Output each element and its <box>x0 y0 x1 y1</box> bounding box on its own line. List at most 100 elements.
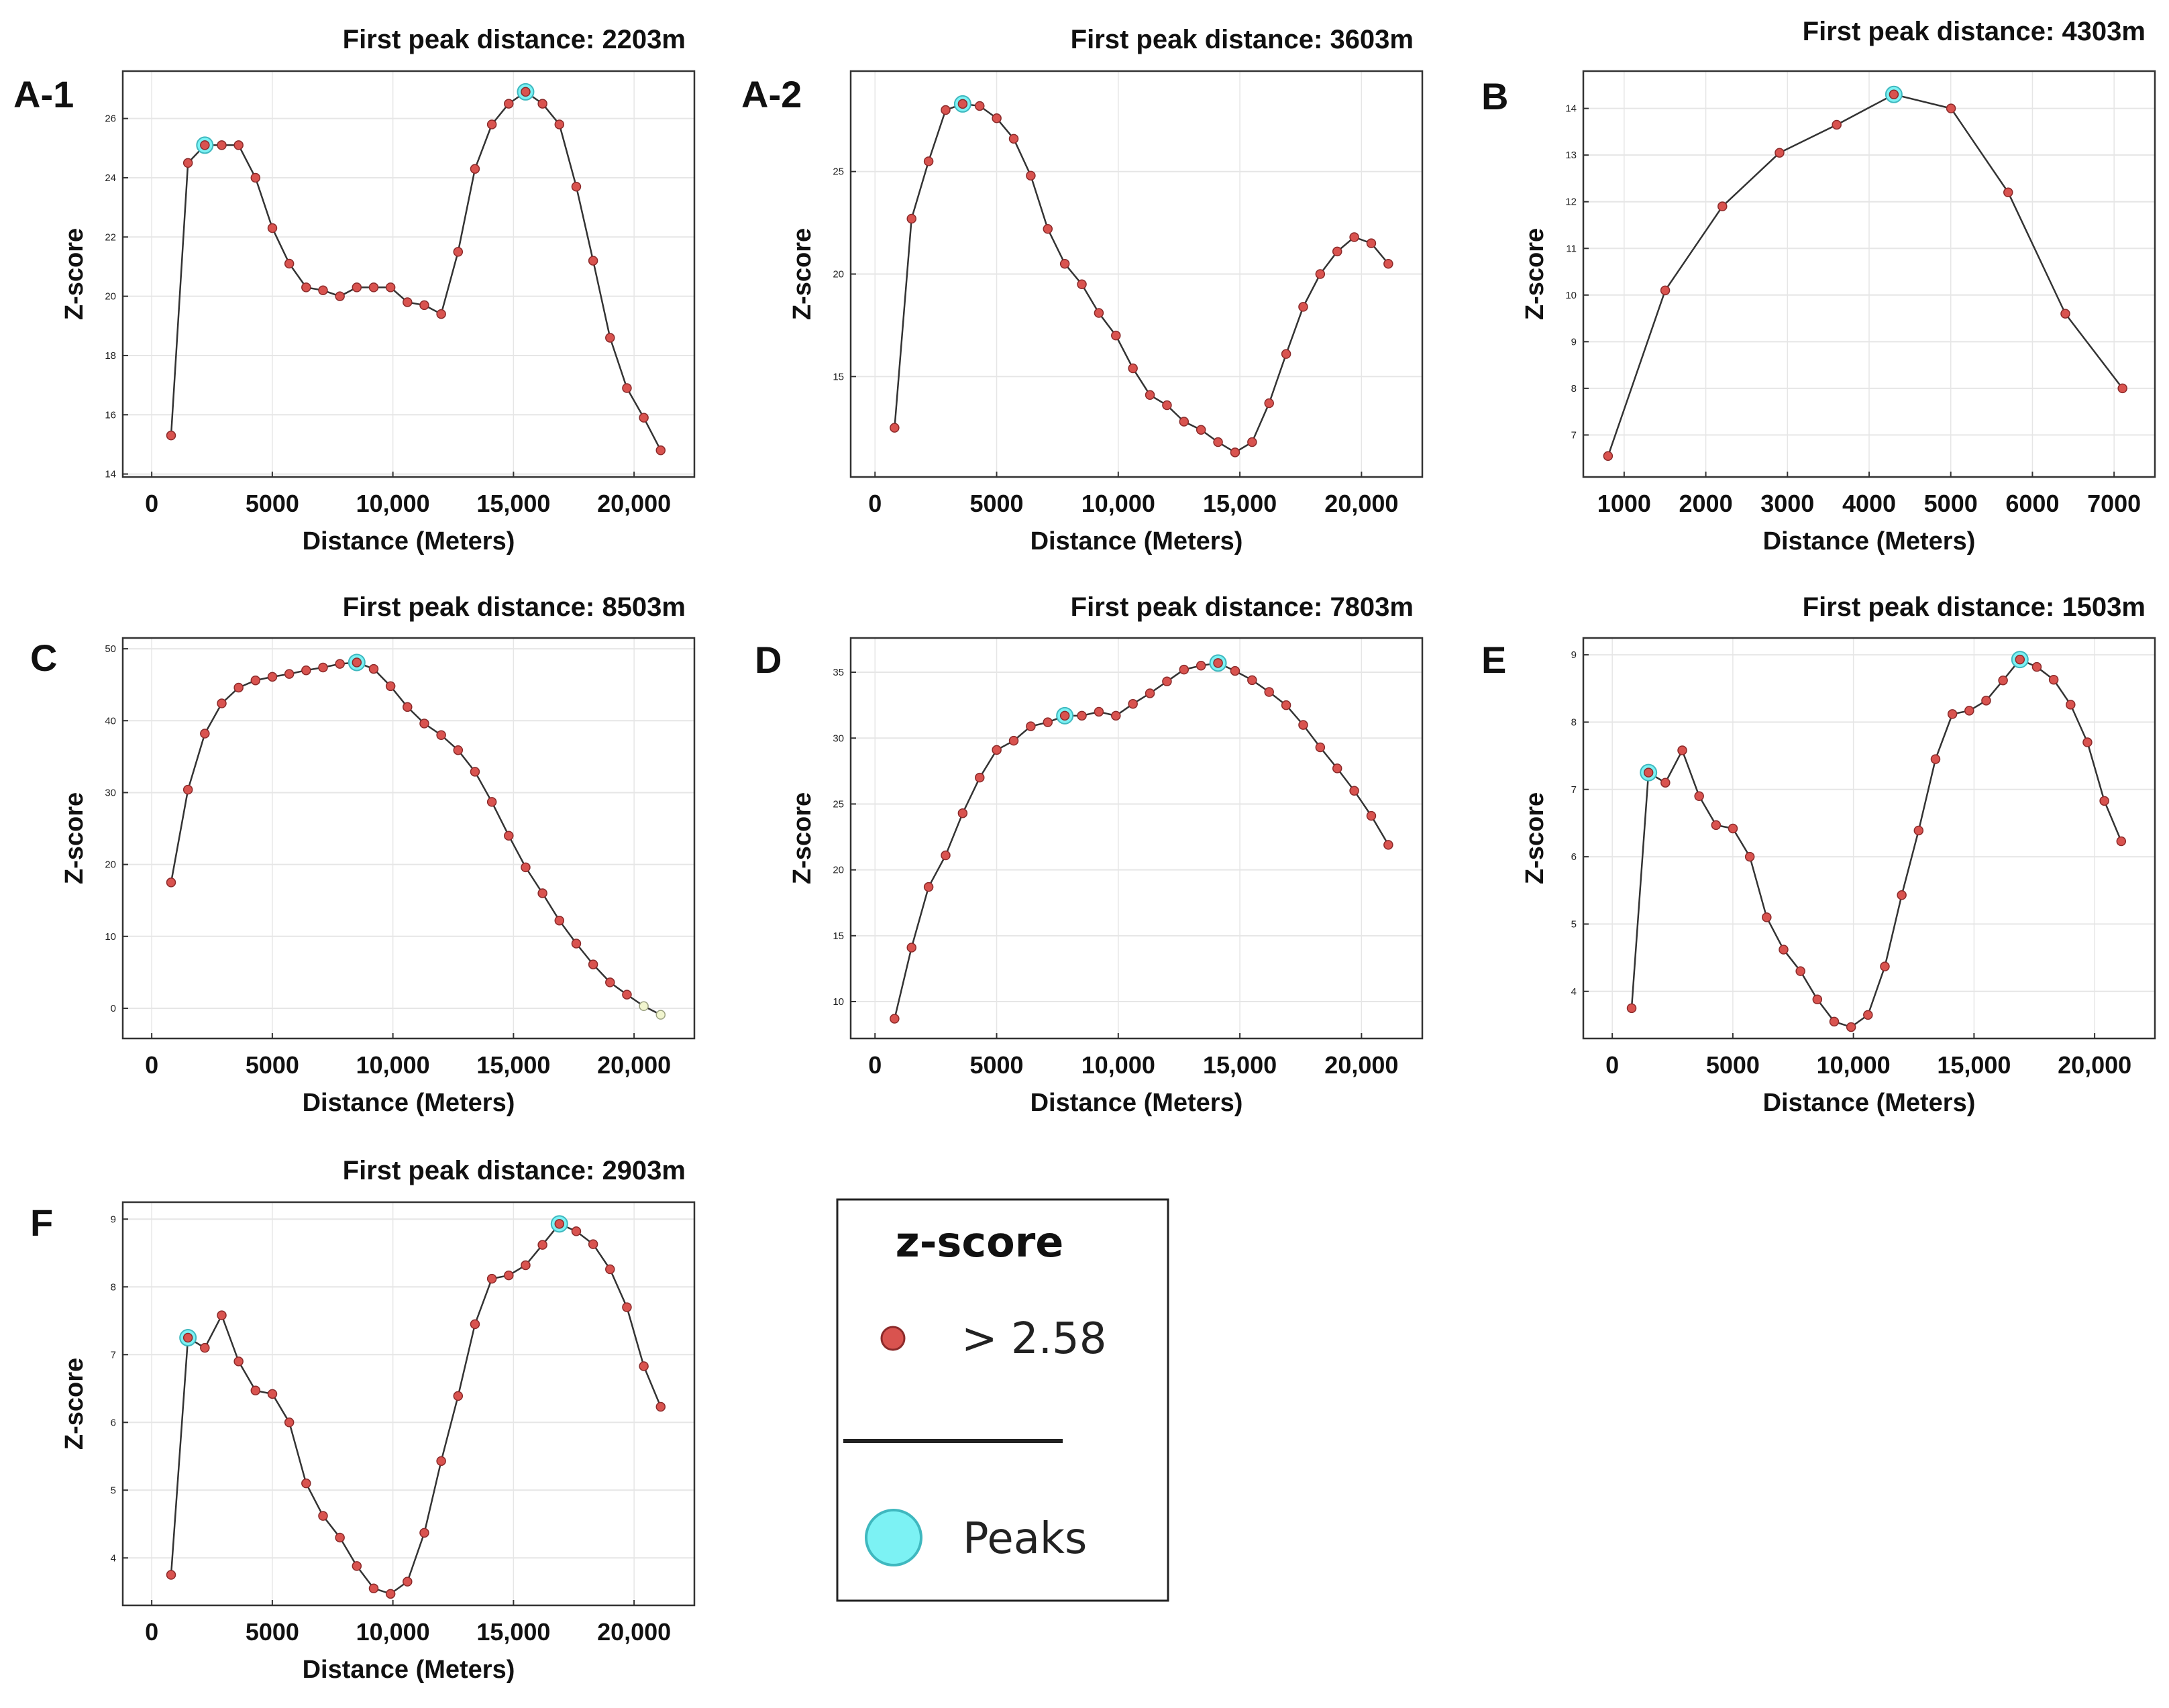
y-axis-label: Z-score <box>60 792 89 884</box>
y-axis-label: Z-score <box>60 228 89 320</box>
data-point <box>571 181 582 192</box>
data-point <box>1213 658 1223 668</box>
data-point <box>537 99 547 109</box>
panel-label: E <box>1481 639 1506 681</box>
data-point <box>2066 700 2076 710</box>
data-point <box>250 172 261 183</box>
data-point <box>301 1478 311 1489</box>
data-point <box>352 657 362 668</box>
data-point <box>941 850 951 861</box>
data-point <box>1332 246 1342 257</box>
data-point <box>470 1319 480 1330</box>
data-point <box>403 297 413 307</box>
data-point <box>537 1240 547 1250</box>
y-tick-label: 18 <box>105 350 116 362</box>
data-point <box>1897 890 1907 900</box>
data-point <box>1744 851 1755 862</box>
data-point <box>1863 1010 1873 1020</box>
x-tick-label: 0 <box>145 1618 158 1646</box>
data-point <box>1947 709 1958 719</box>
y-tick-label: 20 <box>105 291 116 303</box>
data-point <box>1964 706 1974 716</box>
panel-title: First peak distance: 2203m <box>343 25 686 54</box>
data-point <box>992 113 1002 123</box>
data-point <box>403 702 413 712</box>
data-point <box>1179 417 1189 427</box>
x-axis-label: Distance (Meters) <box>1030 1089 1243 1117</box>
x-tick-label: 15,000 <box>1203 490 1277 517</box>
y-axis-label: Z-score <box>1521 228 1549 320</box>
panel-f: 4 5 6 7 8 9 0 5000 10,000 15,000 20,000 Distance (M… <box>30 1156 696 1684</box>
panel-label: A-2 <box>741 73 802 115</box>
data-point <box>217 698 227 708</box>
data-point <box>436 309 446 319</box>
data-point <box>2015 654 2025 665</box>
x-tick-label: 20,000 <box>2058 1051 2131 1079</box>
data-point <box>1111 330 1121 341</box>
y-tick-label: 10 <box>105 931 116 943</box>
data-point <box>1832 119 1842 130</box>
data-point <box>1383 258 1393 269</box>
y-tick-label: 22 <box>105 231 116 243</box>
x-tick-label: 10,000 <box>1081 1051 1155 1079</box>
data-point <box>537 888 547 898</box>
panel-label: D <box>755 639 782 681</box>
panel-label: F <box>30 1202 53 1244</box>
x-tick-label: 4000 <box>1842 490 1896 517</box>
y-tick-label: 5 <box>1571 918 1577 930</box>
y-tick-label: 10 <box>833 996 844 1008</box>
data-point <box>923 882 934 892</box>
data-point <box>182 784 193 795</box>
data-point <box>284 258 295 269</box>
data-point <box>335 659 345 669</box>
data-point <box>992 745 1002 755</box>
data-point <box>436 1456 446 1466</box>
data-point <box>385 282 396 292</box>
data-point <box>639 1361 649 1371</box>
data-point <box>267 223 278 233</box>
y-tick-label: 16 <box>105 409 116 421</box>
y-tick-label: 8 <box>1571 716 1577 728</box>
data-point <box>1775 148 1785 158</box>
data-point <box>284 669 295 679</box>
data-point <box>605 333 615 343</box>
data-point <box>1998 675 2008 686</box>
plot-frame <box>121 637 696 1040</box>
y-axis-label: Z-score <box>1521 792 1549 884</box>
data-point <box>352 1561 362 1571</box>
x-tick-label: 10,000 <box>1817 1051 1891 1079</box>
y-axis-label: Z-score <box>788 228 816 320</box>
panel-b: 7 8 9 10 11 12 13 14 1000 2000 3000 4000 5000 6000 700… <box>1481 17 2156 555</box>
data-point <box>301 665 311 676</box>
data-point <box>1660 285 1671 296</box>
data-point <box>571 1226 582 1236</box>
data-point <box>1889 89 1899 100</box>
data-point <box>419 300 429 311</box>
x-axis-label: Distance (Meters) <box>1763 527 1976 555</box>
legend: z-score > 2.58 Peaks <box>836 1198 1169 1602</box>
panel-d: 10 15 20 25 30 35 0 5000 10,000 15,000 20,000 Dista… <box>755 592 1424 1117</box>
data-point <box>906 943 916 953</box>
data-point <box>368 1583 379 1593</box>
x-tick-label: 20,000 <box>1324 1051 1398 1079</box>
data-point <box>1111 710 1121 721</box>
data-point <box>622 383 632 393</box>
data-point <box>217 1310 227 1320</box>
data-point <box>622 1302 632 1312</box>
data-point <box>368 663 379 674</box>
data-point <box>1762 912 1772 922</box>
x-axis-label: Distance (Meters) <box>303 1089 515 1117</box>
data-point <box>975 772 985 783</box>
x-tick-label: 0 <box>145 1051 158 1079</box>
data-point <box>622 990 632 1000</box>
x-tick-label: 0 <box>1605 1051 1619 1079</box>
data-point <box>182 1332 193 1343</box>
x-tick-label: 20,000 <box>597 1051 671 1079</box>
y-tick-label: 8 <box>111 1281 116 1293</box>
data-point <box>1145 688 1155 698</box>
data-point <box>588 256 598 266</box>
data-point <box>1281 700 1291 710</box>
data-point <box>284 1418 295 1428</box>
x-axis-label: Distance (Meters) <box>1030 527 1243 555</box>
y-tick-label: 9 <box>1571 649 1577 661</box>
